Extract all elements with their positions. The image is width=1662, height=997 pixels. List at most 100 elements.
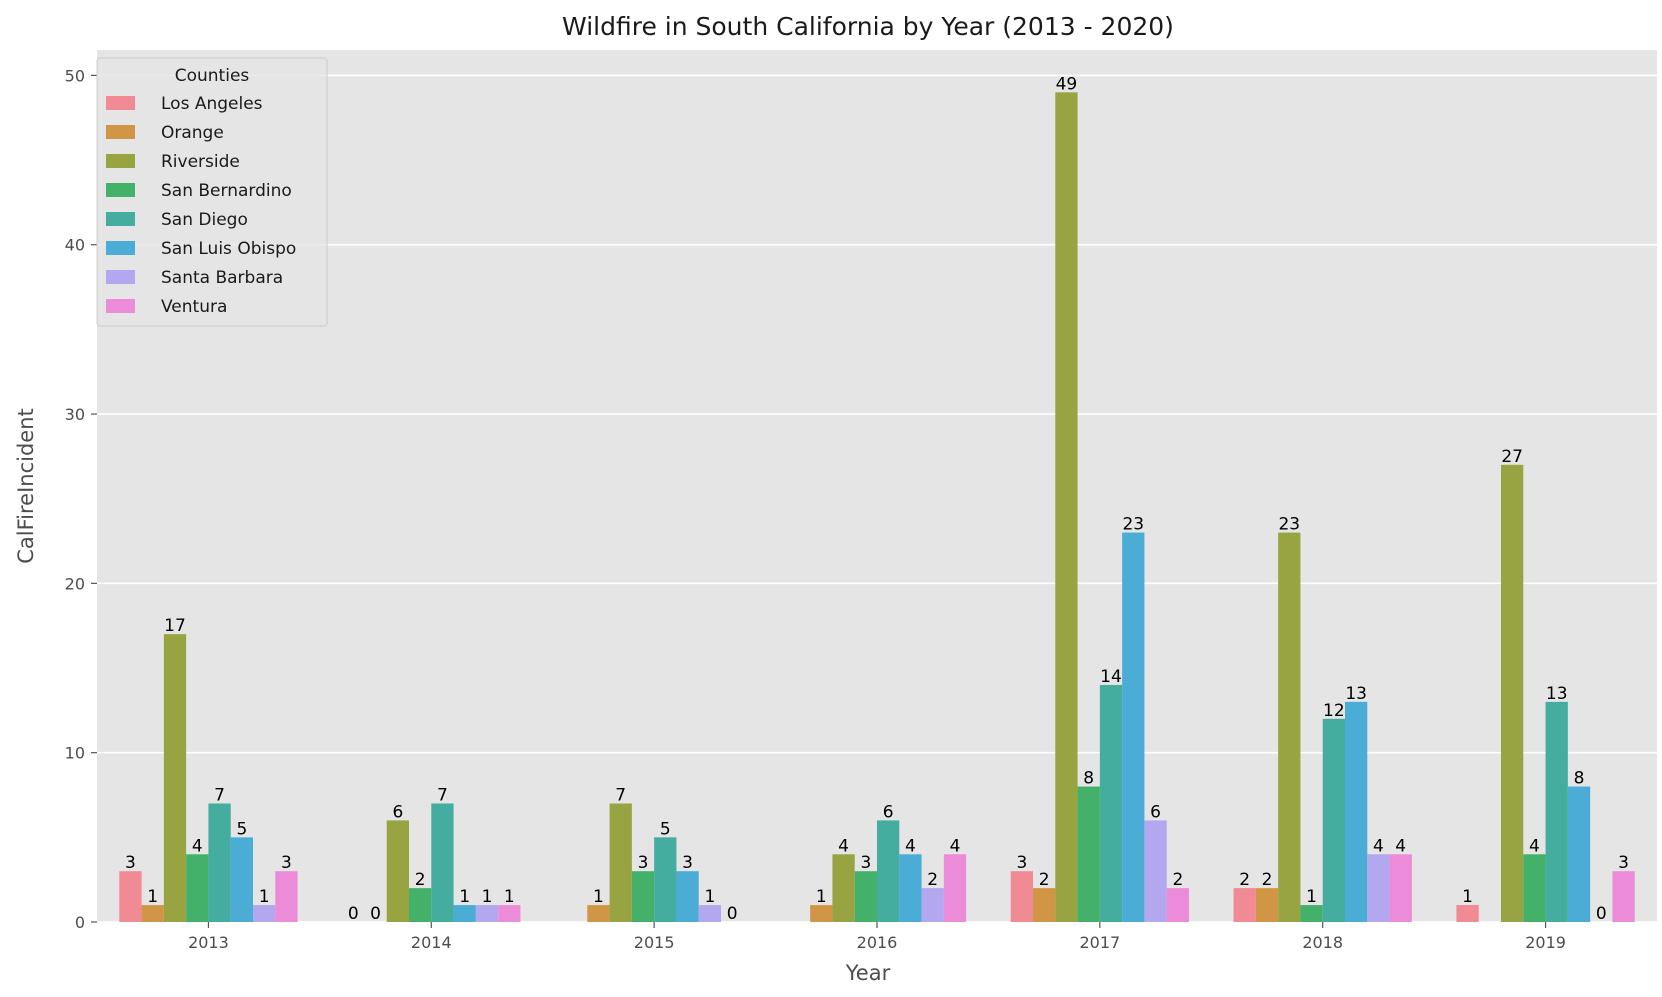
bar-ventura-2018 (1389, 854, 1412, 922)
legend-swatch-riverside (106, 154, 135, 168)
legend-label-santa-barbara: Santa Barbara (161, 268, 283, 288)
bar-santa-barbara-2018 (1367, 854, 1390, 922)
bar-san-bernardino-2015 (631, 871, 655, 922)
bars (119, 92, 1635, 923)
legend-label-riverside: Riverside (161, 152, 240, 172)
bar-san-bernardino-2013 (186, 854, 209, 922)
x-axis-label: Year (845, 961, 891, 985)
bar-orange-2016 (810, 905, 833, 922)
legend-label-san-diego: San Diego (161, 210, 248, 230)
bar-riverside-2013 (163, 634, 187, 922)
bar-label-san-diego-2015: 5 (660, 819, 671, 839)
bar-label-santa-barbara-2015: 1 (704, 887, 715, 907)
bar-riverside-2017 (1055, 92, 1078, 923)
legend-label-ventura: Ventura (161, 297, 227, 317)
bar-santa-barbara-2015 (698, 905, 721, 922)
y-tick-label-50: 50 (65, 66, 85, 85)
bar-label-ventura-2018: 4 (1395, 836, 1406, 856)
bar-label-santa-barbara-2013: 1 (259, 887, 270, 907)
bar-san-diego-2019 (1545, 701, 1568, 922)
bar-label-san-bernardino-2013: 4 (192, 836, 203, 856)
bar-label-san-diego-2014: 7 (437, 785, 448, 805)
bar-label-san-diego-2016: 6 (883, 802, 894, 822)
legend-swatch-santa-barbara (106, 270, 135, 284)
bar-label-san-luis-obispo-2014: 1 (459, 887, 470, 907)
bar-ventura-2014 (498, 905, 521, 922)
bar-los-angeles-2018 (1233, 888, 1256, 922)
bar-san-diego-2015 (654, 837, 677, 922)
bar-ventura-2017 (1166, 888, 1189, 922)
x-tick-label-2017: 2017 (1079, 933, 1120, 952)
bar-label-san-luis-obispo-2015: 3 (682, 853, 693, 873)
bar-orange-2015 (587, 905, 610, 922)
legend-label-san-bernardino: San Bernardino (161, 181, 292, 201)
bar-los-angeles-2013 (119, 871, 142, 922)
bar-label-ventura-2014: 1 (504, 887, 515, 907)
bar-label-san-diego-2017: 14 (1100, 667, 1122, 687)
chart-title: Wildfire in South California by Year (20… (562, 12, 1174, 41)
bar-label-orange-2013: 1 (147, 887, 158, 907)
bar-label-orange-2015: 1 (593, 887, 604, 907)
bar-label-orange-2018: 2 (1262, 870, 1273, 890)
bar-san-bernardino-2014 (409, 888, 432, 922)
bar-label-riverside-2016: 4 (838, 836, 849, 856)
y-axis-ticks: 0 10 20 30 40 50 (65, 66, 97, 932)
bar-label-san-luis-obispo-2016: 4 (905, 836, 916, 856)
bar-san-luis-obispo-2015 (676, 871, 699, 922)
y-tick-label-30: 30 (65, 405, 85, 424)
bar-label-orange-2016: 1 (816, 887, 827, 907)
bar-santa-barbara-2014 (475, 905, 499, 922)
legend-label-los-angeles: Los Angeles (161, 94, 263, 114)
bar-label-riverside-2018: 23 (1278, 515, 1300, 535)
bar-san-luis-obispo-2017 (1122, 532, 1145, 922)
bar-label-riverside-2017: 49 (1056, 74, 1078, 94)
bar-label-riverside-2019: 27 (1501, 447, 1523, 467)
y-tick-label-20: 20 (65, 574, 85, 593)
bar-label-san-bernardino-2015: 3 (638, 853, 649, 873)
bar-orange-2017 (1033, 888, 1056, 922)
plot-background (97, 50, 1657, 922)
bar-santa-barbara-2016 (921, 888, 944, 922)
bar-riverside-2019 (1501, 464, 1524, 922)
legend-swatch-ventura (106, 299, 135, 313)
bar-label-san-bernardino-2018: 1 (1306, 887, 1317, 907)
bar-ventura-2016 (943, 854, 967, 922)
legend-swatch-los-angeles (106, 96, 135, 110)
bar-san-diego-2013 (208, 803, 231, 922)
bar-san-luis-obispo-2018 (1345, 701, 1368, 922)
bar-riverside-2014 (386, 820, 409, 922)
bar-label-santa-barbara-2016: 2 (927, 870, 938, 890)
bar-san-bernardino-2019 (1523, 854, 1546, 922)
bar-label-santa-barbara-2018: 4 (1373, 836, 1384, 856)
bar-san-luis-obispo-2013 (230, 837, 253, 922)
bar-ventura-2013 (275, 871, 298, 922)
bar-label-los-angeles-2017: 3 (1016, 853, 1027, 873)
bar-label-riverside-2015: 7 (615, 785, 626, 805)
x-tick-label-2014: 2014 (411, 933, 452, 952)
bar-label-riverside-2013: 17 (164, 616, 186, 636)
bar-riverside-2016 (832, 854, 855, 922)
x-tick-label-2015: 2015 (634, 933, 675, 952)
y-tick-label-10: 10 (65, 744, 85, 763)
bar-santa-barbara-2017 (1144, 820, 1167, 922)
bar-label-los-angeles-2019: 1 (1462, 887, 1473, 907)
legend-label-orange: Orange (161, 123, 224, 143)
bar-label-orange-2014: 0 (370, 904, 381, 924)
bar-san-bernardino-2018 (1300, 905, 1323, 922)
legend-swatch-orange (106, 125, 135, 139)
bar-san-luis-obispo-2014 (453, 905, 476, 922)
legend-swatch-san-luis-obispo (106, 241, 135, 255)
bar-label-los-angeles-2014: 0 (348, 904, 359, 924)
bar-san-diego-2016 (877, 820, 900, 922)
x-tick-label-2018: 2018 (1302, 933, 1343, 952)
y-axis-label: CalFireIncident (14, 408, 38, 564)
bar-label-san-bernardino-2016: 3 (860, 853, 871, 873)
bar-san-diego-2017 (1099, 684, 1123, 922)
legend-frame (96, 57, 328, 327)
bar-santa-barbara-2013 (253, 905, 276, 922)
bar-san-diego-2018 (1322, 718, 1345, 922)
bar-san-diego-2014 (431, 803, 454, 922)
bar-label-santa-barbara-2019: 0 (1596, 904, 1607, 924)
